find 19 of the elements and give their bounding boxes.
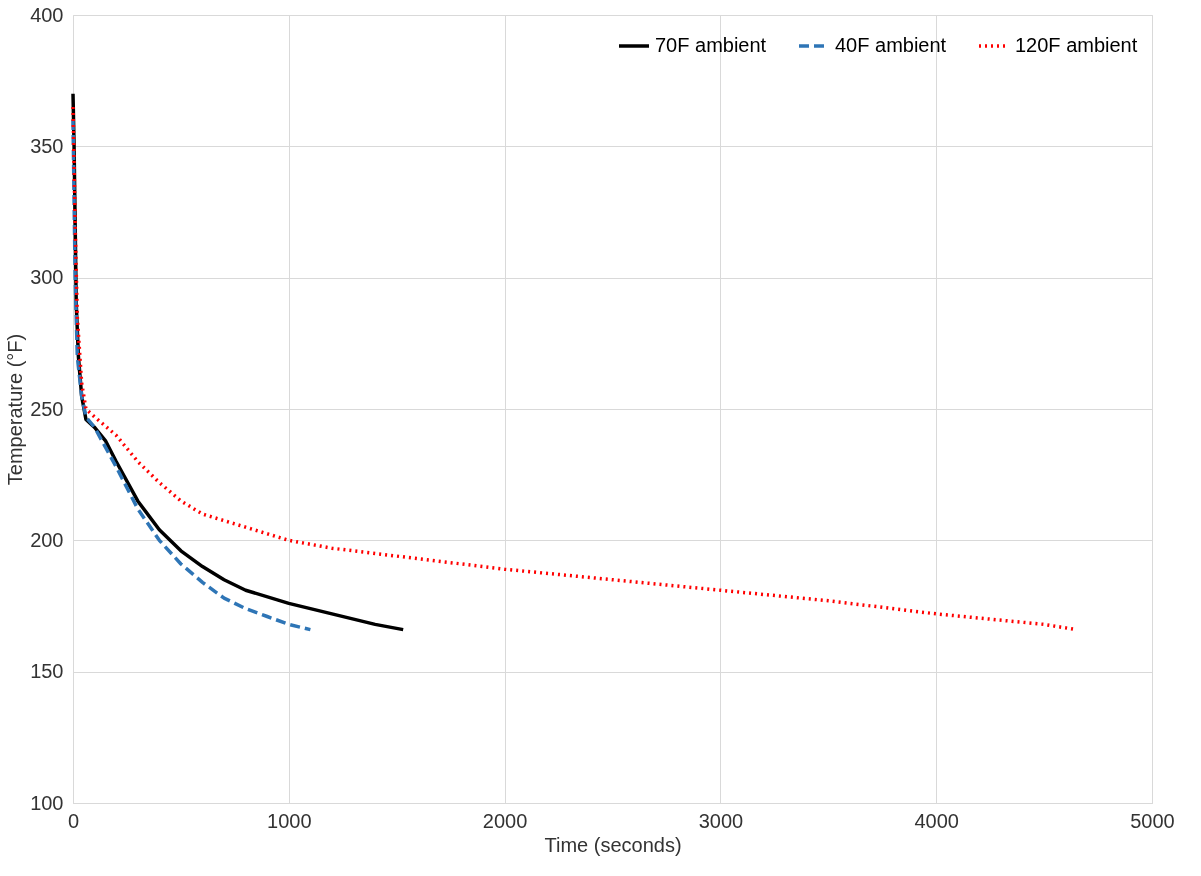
- legend-label: 120F ambient: [1015, 34, 1138, 56]
- y-axis-title: Temperature (°F): [4, 333, 27, 486]
- y-tick-label: 350: [30, 134, 64, 157]
- y-tick-label: 150: [30, 660, 64, 683]
- x-tick-label: 1000: [267, 809, 312, 832]
- y-tick-label: 200: [30, 528, 64, 551]
- y-tick-label: 250: [30, 397, 64, 420]
- y-tick-label: 100: [30, 791, 64, 814]
- x-axis-title: Time (seconds): [544, 833, 682, 856]
- y-tick-label: 400: [30, 3, 64, 26]
- legend-label: 70F ambient: [655, 34, 767, 56]
- y-tick-label: 300: [30, 266, 64, 289]
- x-tick-label: 3000: [698, 809, 744, 832]
- x-tick-label: 2000: [482, 809, 528, 832]
- legend-label: 40F ambient: [835, 34, 947, 56]
- line-series: [71, 118, 313, 632]
- x-tick-label: 0: [67, 809, 80, 832]
- x-tick-label: 5000: [1130, 809, 1175, 832]
- x-tick-label: 4000: [914, 809, 959, 832]
